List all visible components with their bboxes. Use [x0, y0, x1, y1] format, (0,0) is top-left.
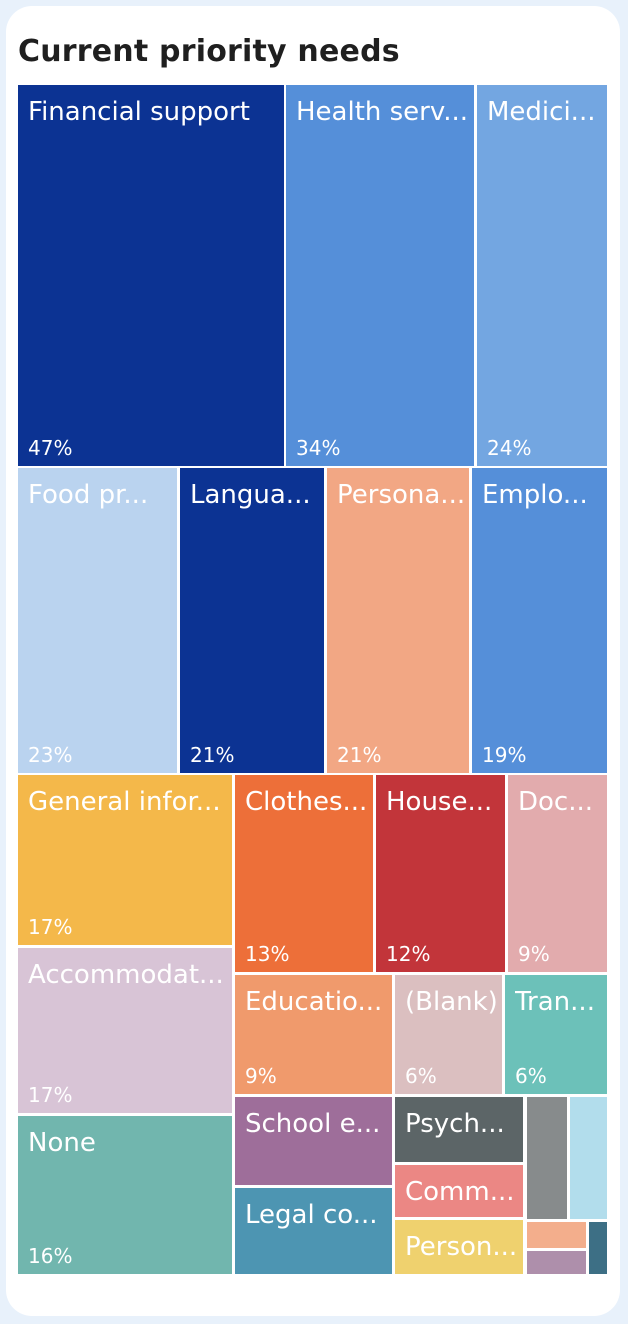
treemap-tile-none-15[interactable]: None 16% — [18, 1116, 232, 1274]
treemap-tile-school-e-16[interactable]: School e... — [235, 1097, 392, 1185]
tile-value: 6% — [515, 1064, 547, 1088]
tile-value: 12% — [386, 942, 431, 966]
tile-label: School e... — [245, 1109, 381, 1139]
treemap-tile-food-pr-3[interactable]: Food pr... 23% — [18, 468, 177, 773]
treemap-tile-clothes-8[interactable]: Clothes... 13% — [235, 775, 373, 972]
tile-label: Health serv... — [296, 97, 468, 127]
tile-label: Legal co... — [245, 1200, 378, 1230]
tile-value: 16% — [28, 1244, 73, 1268]
tile-value: 21% — [337, 743, 382, 767]
tile-label: (Blank) — [405, 987, 496, 1017]
tile-label: Person... — [405, 1232, 517, 1262]
tile-label: House... — [386, 787, 493, 817]
treemap-tile-unlabeled-19[interactable] — [570, 1097, 607, 1219]
treemap-tile-blank-13[interactable]: (Blank) 6% — [395, 975, 502, 1094]
treemap-tile-emplo-6[interactable]: Emplo... 19% — [472, 468, 607, 773]
treemap-tile-legal-co-21[interactable]: Legal co... — [235, 1188, 392, 1274]
treemap-tile-unlabeled-25[interactable] — [589, 1222, 607, 1274]
tile-value: 47% — [28, 436, 73, 460]
tile-value: 17% — [28, 1083, 73, 1107]
treemap-tile-educatio-12[interactable]: Educatio... 9% — [235, 975, 392, 1094]
treemap-tile-doc-10[interactable]: Doc... 9% — [508, 775, 607, 972]
tile-value: 13% — [245, 942, 290, 966]
tile-label: Medici... — [487, 97, 596, 127]
treemap-tile-tran-14[interactable]: Tran... 6% — [505, 975, 607, 1094]
tile-value: 6% — [405, 1064, 437, 1088]
treemap-tile-accommodat-11[interactable]: Accommodat... 17% — [18, 948, 232, 1113]
tile-value: 17% — [28, 915, 73, 939]
treemap-tile-langua-4[interactable]: Langua... 21% — [180, 468, 324, 773]
treemap-tile-unlabeled-23[interactable] — [527, 1222, 586, 1248]
treemap-tile-psych-17[interactable]: Psych... — [395, 1097, 523, 1162]
treemap-tile-medici-2[interactable]: Medici... 24% — [477, 85, 607, 466]
tile-value: 34% — [296, 436, 341, 460]
treemap-tile-health-serv-1[interactable]: Health serv... 34% — [286, 85, 474, 466]
tile-value: 24% — [487, 436, 532, 460]
tile-label: Educatio... — [245, 987, 383, 1017]
tile-label: General infor... — [28, 787, 221, 817]
tile-label: Doc... — [518, 787, 594, 817]
chart-title: Current priority needs — [18, 34, 400, 69]
tile-value: 23% — [28, 743, 73, 767]
treemap-tile-unlabeled-24[interactable] — [527, 1251, 586, 1274]
tile-label: Psych... — [405, 1109, 505, 1139]
tile-label: Emplo... — [482, 480, 588, 510]
tile-value: 9% — [518, 942, 550, 966]
tile-label: Financial support — [28, 97, 250, 127]
tile-label: Tran... — [515, 987, 595, 1017]
tile-value: 9% — [245, 1064, 277, 1088]
tile-label: Persona... — [337, 480, 463, 510]
tile-label: Accommodat... — [28, 960, 224, 990]
tile-label: None — [28, 1128, 96, 1158]
treemap-tile-person-22[interactable]: Person... — [395, 1220, 523, 1274]
treemap-tile-persona-5[interactable]: Persona... 21% — [327, 468, 469, 773]
treemap-tile-unlabeled-18[interactable] — [527, 1097, 567, 1219]
treemap-tile-financial-support-0[interactable]: Financial support 47% — [18, 85, 284, 466]
treemap-tile-general-infor-7[interactable]: General infor... 17% — [18, 775, 232, 945]
tile-label: Langua... — [190, 480, 311, 510]
tile-value: 21% — [190, 743, 235, 767]
tile-value: 19% — [482, 743, 527, 767]
treemap-tile-comm-20[interactable]: Comm... — [395, 1165, 523, 1217]
tile-label: Food pr... — [28, 480, 149, 510]
tile-label: Comm... — [405, 1177, 515, 1207]
tile-label: Clothes... — [245, 787, 367, 817]
treemap-tile-house-9[interactable]: House... 12% — [376, 775, 505, 972]
